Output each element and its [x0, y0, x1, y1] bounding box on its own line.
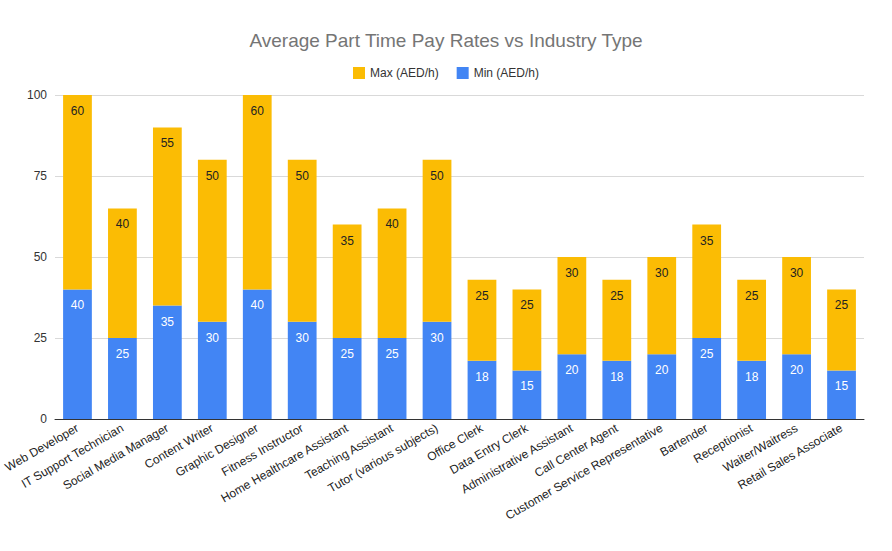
svg-text:20: 20 — [565, 363, 579, 377]
svg-text:18: 18 — [475, 370, 489, 384]
svg-text:15: 15 — [520, 379, 534, 393]
svg-text:50: 50 — [206, 169, 220, 183]
svg-text:50: 50 — [34, 250, 48, 264]
svg-text:IT Support Technician: IT Support Technician — [18, 420, 126, 491]
svg-text:40: 40 — [251, 298, 265, 312]
svg-text:Administrative Assistant: Administrative Assistant — [458, 420, 576, 497]
svg-text:20: 20 — [790, 363, 804, 377]
svg-text:Office Clerk: Office Clerk — [424, 420, 486, 465]
svg-text:35: 35 — [161, 315, 175, 329]
svg-text:30: 30 — [296, 331, 310, 345]
svg-text:75: 75 — [34, 169, 48, 183]
svg-text:35: 35 — [700, 234, 714, 248]
svg-text:30: 30 — [430, 331, 444, 345]
svg-text:25: 25 — [385, 347, 399, 361]
svg-text:50: 50 — [296, 169, 310, 183]
svg-text:30: 30 — [206, 331, 220, 345]
svg-text:25: 25 — [475, 289, 489, 303]
svg-text:100: 100 — [27, 88, 47, 102]
svg-text:Social Media Manager: Social Media Manager — [60, 420, 171, 493]
svg-text:35: 35 — [340, 234, 354, 248]
svg-text:Customer Service Representativ: Customer Service Representative — [503, 421, 665, 523]
svg-text:Retail Sales Associate: Retail Sales Associate — [735, 421, 845, 493]
svg-text:25: 25 — [745, 289, 759, 303]
svg-text:Graphic Designer: Graphic Designer — [173, 420, 261, 480]
svg-text:Teaching Assistant: Teaching Assistant — [302, 420, 396, 483]
svg-text:25: 25 — [610, 289, 624, 303]
svg-text:25: 25 — [116, 347, 130, 361]
svg-text:25: 25 — [700, 347, 714, 361]
svg-text:Max (AED/h): Max (AED/h) — [370, 66, 439, 80]
svg-text:18: 18 — [610, 370, 624, 384]
svg-text:30: 30 — [655, 266, 669, 280]
svg-text:60: 60 — [71, 104, 85, 118]
svg-text:Min (AED/h): Min (AED/h) — [474, 66, 539, 80]
svg-text:50: 50 — [430, 169, 444, 183]
svg-text:30: 30 — [565, 266, 579, 280]
svg-text:55: 55 — [161, 136, 175, 150]
svg-text:30: 30 — [790, 266, 804, 280]
svg-text:Waiter/Waitress: Waiter/Waitress — [720, 420, 801, 475]
svg-text:Bartender: Bartender — [657, 420, 711, 460]
svg-text:15: 15 — [835, 379, 849, 393]
svg-text:20: 20 — [655, 363, 669, 377]
svg-text:0: 0 — [40, 412, 47, 426]
svg-text:Receptionist: Receptionist — [691, 420, 756, 466]
svg-text:Content Writer: Content Writer — [142, 420, 216, 472]
svg-text:40: 40 — [116, 217, 130, 231]
svg-text:18: 18 — [745, 370, 759, 384]
svg-text:Call Center Agent: Call Center Agent — [532, 420, 621, 480]
svg-text:25: 25 — [520, 298, 534, 312]
svg-text:40: 40 — [385, 217, 399, 231]
svg-text:60: 60 — [251, 104, 265, 118]
svg-text:Web Developer: Web Developer — [2, 420, 81, 475]
svg-text:Fitness Instructor: Fitness Instructor — [219, 420, 306, 479]
svg-text:25: 25 — [34, 331, 48, 345]
svg-text:Average Part Time Pay Rates vs: Average Part Time Pay Rates vs Industry … — [249, 30, 642, 51]
svg-text:25: 25 — [340, 347, 354, 361]
svg-text:25: 25 — [835, 298, 849, 312]
svg-text:Home Healthcare Assistant: Home Healthcare Assistant — [218, 420, 351, 506]
svg-text:Data Entry Clerk: Data Entry Clerk — [447, 420, 531, 477]
svg-text:40: 40 — [71, 298, 85, 312]
svg-text:Tutor (various subjects): Tutor (various subjects) — [325, 421, 440, 496]
